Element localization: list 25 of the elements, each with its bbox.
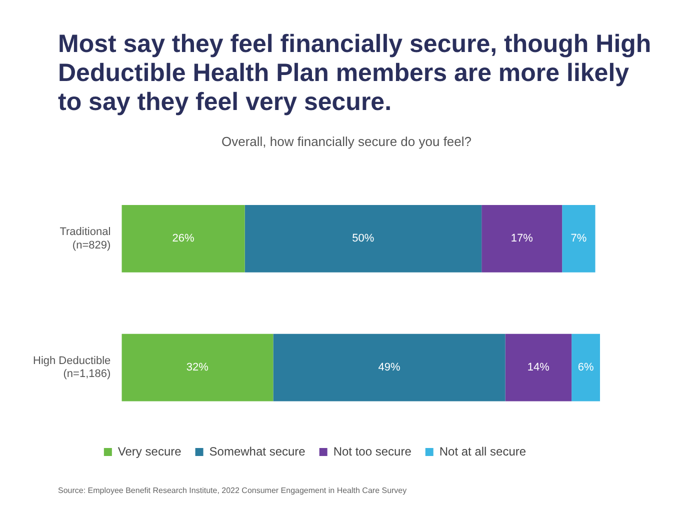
legend-label: Not too secure [333, 444, 412, 458]
data-label: 50% [352, 232, 374, 245]
data-label: 49% [378, 362, 400, 374]
bar [122, 334, 274, 402]
data-label: 14% [527, 362, 550, 374]
legend-label: Very secure [118, 444, 182, 458]
legend-label: Somewhat secure [209, 444, 306, 458]
y-tick-label: High Deductible (n=1,186) [33, 354, 111, 380]
bar [244, 204, 482, 272]
chart-subtitle: Overall, how financially secure do you feel? [220, 134, 473, 149]
bar [562, 204, 596, 272]
y-tick-label: Traditional (n=829) [60, 226, 111, 252]
data-label: 17% [510, 232, 534, 245]
bar [122, 204, 245, 272]
bar [572, 334, 600, 402]
bar [273, 334, 506, 402]
source-note: Source: Employee Benefit Research Institute, 2022 Consumer Engagement in Health Care Survey [58, 486, 407, 495]
bar [505, 334, 572, 402]
data-label: 6% [578, 362, 594, 374]
chart-title: Most say they feel financially secure, though High Deductible Health Plan members are more likely to say they feel very secure. [58, 30, 652, 117]
data-label: 26% [172, 232, 194, 245]
legend-label: Not at all secure [439, 444, 526, 458]
bar [482, 204, 562, 272]
data-label: 7% [570, 232, 587, 245]
data-label: 32% [186, 362, 209, 374]
